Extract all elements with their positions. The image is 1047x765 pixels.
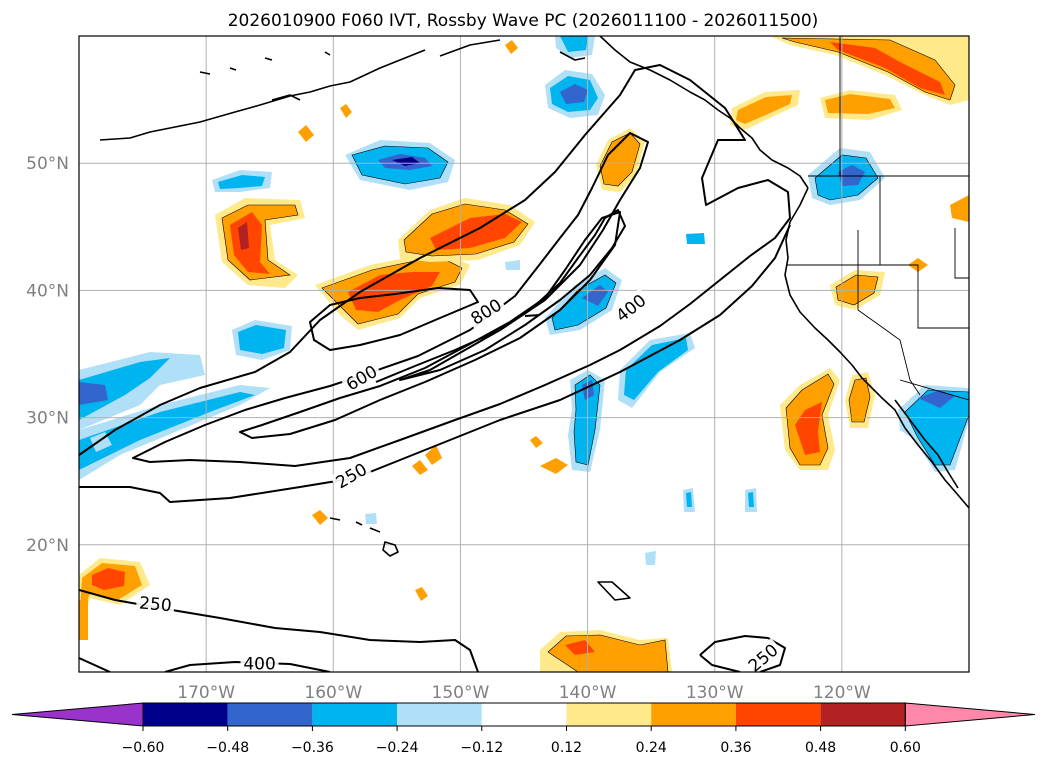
colorbar-segment [312,703,398,726]
negative-anomaly-region [898,385,969,472]
colorbar-tick-label: 0.48 [805,740,836,756]
alaska-coastline [99,36,809,189]
graticule [79,36,969,672]
ivt-contour-250 [79,657,111,672]
colorbar-tick-label: −0.24 [376,740,419,756]
latitude-tick-label: 20°N [26,536,69,556]
latitude-tick-label: 50°N [26,154,69,174]
colorbar-tick-label: −0.60 [122,740,165,756]
positive-anomaly-region [820,90,902,120]
ivt-contour-label: 400 [240,653,279,675]
positive-anomaly-region [730,90,800,130]
negative-anomaly-region [808,148,885,205]
figure-title: 2026010900 F060 IVT, Rossby Wave PC (202… [228,11,819,31]
colorbar-tick-label: −0.36 [291,740,334,756]
colorbar-extend-max [904,702,1036,727]
longitude-tick-label: 170°W [177,683,235,703]
contour-label-background [135,592,176,614]
ivt-contour-label: 250 [135,592,176,616]
map-frame [78,35,970,673]
baja-coastline [894,399,959,489]
latitude-tick-labels: 50°N 40°N 30°N 20°N [26,154,69,556]
ivt-contour-400 [524,314,541,317]
rossby-wave-pc-anomalies [79,36,969,672]
colorbar-tick-label: 0.24 [636,740,667,756]
contour-label-background [329,457,372,493]
colorbar-segment [735,703,821,726]
ivt-contour-800 [399,209,626,381]
longitude-tick-labels: 170°W 160°W 150°W 140°W 130°W 120°W [177,683,871,703]
positive-anomaly-region [596,128,645,192]
colorbar: −0.60 −0.48 −0.36 −0.24 −0.12 0.12 0.24 0.36 0.4… [11,702,1036,756]
colorbar-segments [11,702,1036,727]
colorbar-segment [651,703,736,726]
negative-anomaly-region [555,36,595,58]
negative-anomaly-region [545,70,605,118]
contour-label-background [340,359,382,395]
colorbar-segment [566,703,652,726]
north-america-west-coastline [784,187,969,509]
ivt-contour-label-text: 400 [243,655,275,675]
colorbar-segment [481,703,567,726]
colorbar-segment [820,703,906,726]
aleutian-islands [199,51,586,75]
negative-anomaly-region [212,170,272,192]
coastlines [99,36,969,601]
negative-anomaly-region [618,333,695,408]
positive-anomaly-region [79,40,969,640]
colorbar-tick-label: 0.60 [890,740,921,756]
contour-label-background [240,653,279,672]
positive-anomaly-region [540,630,672,672]
island-outline [597,581,631,601]
hawaii-islands [329,517,399,557]
ivt-contour-label-text: 250 [138,593,172,616]
colorbar-tick-label: −0.48 [206,740,249,756]
colorbar-tick-labels: −0.60 −0.48 −0.36 −0.24 −0.12 0.12 0.24 0.36 0.4… [122,726,921,756]
colorbar-tick-label: 0.12 [551,740,582,756]
latitude-tick-label: 40°N [26,281,69,301]
colorbar-segment [227,703,313,726]
longitude-tick-label: 150°W [432,683,490,703]
latitude-tick-label: 30°N [26,409,69,429]
longitude-tick-label: 130°W [686,683,744,703]
california-border [786,264,969,401]
ivt-contour-400 [79,224,791,503]
longitude-tick-label: 140°W [559,683,617,703]
contour-label-background [464,293,507,329]
colorbar-outline [142,702,906,727]
negative-anomaly-region [345,140,455,190]
ivt-contours [79,64,791,672]
ivt-contour-250 [699,635,786,672]
contour-label-background [609,288,651,326]
longitude-tick-label: 160°W [304,683,362,703]
positive-anomaly-region [770,36,969,105]
positive-anomaly-region [215,198,305,288]
positive-anomaly-region [845,372,875,428]
negative-anomaly-region [365,233,757,565]
colorbar-tick-label: −0.12 [460,740,503,756]
negative-anomaly-region [232,320,292,360]
colorbar-extend-min [11,702,144,727]
ivt-contour-800 [309,287,479,351]
colorbar-tick-label: 0.36 [720,740,751,756]
negative-anomaly-region [79,352,270,480]
colorbar-segment [143,703,228,726]
ivt-contour-400 [164,661,331,672]
colorbar-segment [397,703,482,726]
positive-anomaly-region [780,368,840,470]
longitude-tick-label: 120°W [813,683,871,703]
ivt-contour-250 [79,64,791,467]
contour-label-background [742,637,783,672]
